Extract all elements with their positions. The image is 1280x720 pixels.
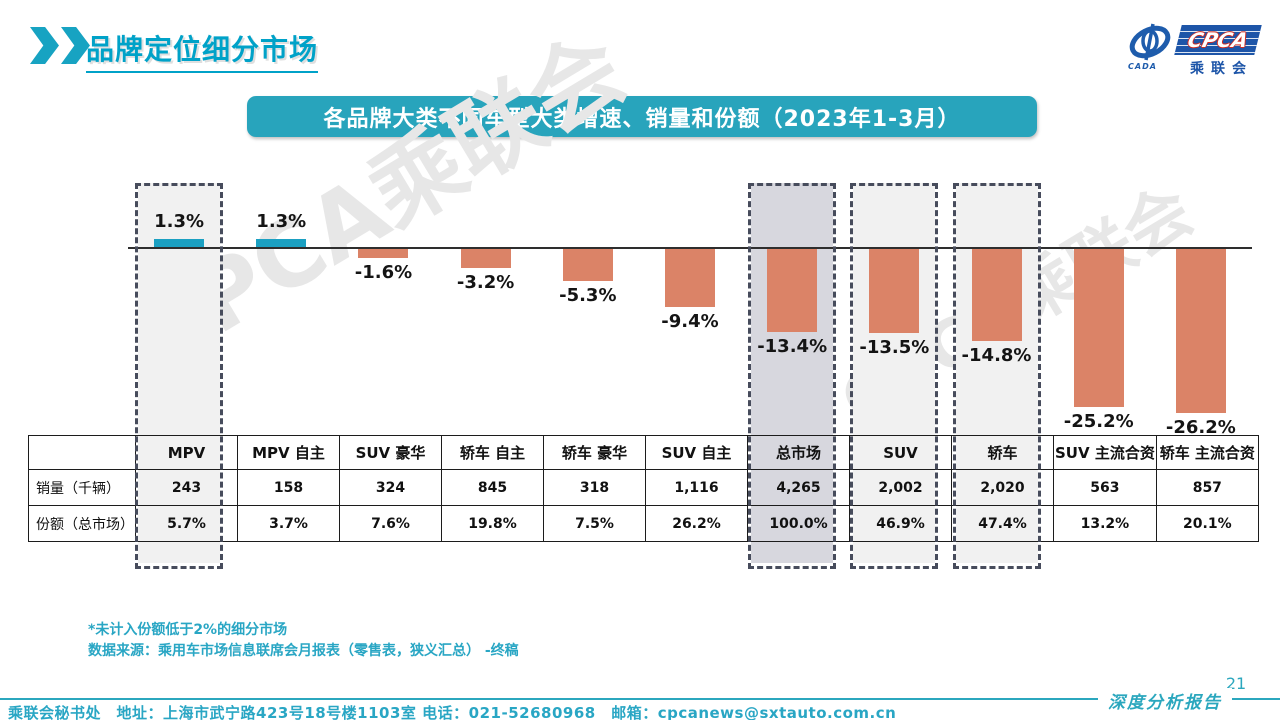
highlight-box-border	[850, 183, 939, 569]
table-cell: 563	[1053, 469, 1157, 506]
bar-10	[1175, 248, 1226, 414]
footer-contact: 乘联会秘书处 地址：上海市武宁路423号18号楼1103室 电话：021-526…	[8, 704, 897, 720]
table-col-header: SUV 主流合资	[1053, 435, 1157, 470]
data-table: MPV MPV 自主 SUV 豪华 轿车 自主 轿车 豪华 SUV 自主 总市场 SUV 轿车 S…	[28, 435, 1259, 542]
table-col-header: 轿车 主流合资	[1155, 435, 1259, 470]
table-col-header: 轿车	[951, 435, 1054, 470]
footnote-line2: 数据来源：乘用车市场信息联席会月报表（零售表，狭义汇总） -终稿	[88, 643, 519, 659]
bar-value-label: -13.4%	[757, 336, 828, 358]
report-type-label: 深度分析报告	[1098, 688, 1232, 713]
bar-value-label: -3.2%	[456, 272, 515, 294]
table-cell: 4,265	[747, 469, 850, 506]
table-cell: 324	[339, 469, 442, 506]
footnotes: *未计入份额低于2%的细分市场 数据来源：乘用车市场信息联席会月报表（零售表，狭…	[88, 620, 519, 662]
footer-divider-line	[0, 698, 1280, 700]
cpca-logo: CADA CPCA 乘联会	[1126, 20, 1262, 77]
bar-2	[358, 248, 409, 259]
bar-value-label: -9.4%	[661, 311, 719, 333]
table-col-header: SUV	[849, 435, 952, 470]
table-cell: 47.4%	[951, 505, 1054, 542]
table-corner-cell	[28, 435, 136, 470]
bar-value-label: -26.2%	[1165, 417, 1236, 439]
table-row: 销量（千辆） 243 158 324 845 318 1,116 4,265 2,002 2,02…	[28, 469, 1259, 506]
bar-value-label: 1.3%	[256, 210, 307, 232]
bar-4	[562, 248, 613, 282]
highlight-box-border	[952, 183, 1041, 569]
highlight-box-border	[135, 183, 224, 569]
table-cell: 26.2%	[645, 505, 748, 542]
table-col-header: SUV 自主	[645, 435, 748, 470]
zero-axis-line	[128, 247, 1252, 249]
cada-label: CADA	[1128, 62, 1157, 71]
bar-6	[767, 248, 818, 333]
table-cell: 7.5%	[543, 505, 646, 542]
table-col-header: 轿车 豪华	[543, 435, 646, 470]
table-cell: 845	[441, 469, 544, 506]
table-row-header: 销量（千辆）	[28, 469, 136, 506]
bar-value-label: -1.6%	[354, 262, 413, 284]
highlight-box-border	[748, 183, 837, 569]
double-chevron-icon	[30, 27, 90, 64]
table-cell: 3.7%	[237, 505, 340, 542]
table-cell: 158	[237, 469, 340, 506]
table-cell: 2,002	[849, 469, 952, 506]
table-col-header: 轿车 自主	[441, 435, 544, 470]
table-cell: 19.8%	[441, 505, 544, 542]
table-cell: 857	[1155, 469, 1259, 506]
table-cell: 318	[543, 469, 646, 506]
bar-value-label: -13.5%	[859, 337, 930, 359]
cpca-chinese-label: 乘联会	[1190, 61, 1253, 77]
bar-value-label: 1.3%	[154, 210, 205, 232]
bar-1	[256, 238, 307, 247]
footnote-line1: *未计入份额低于2%的细分市场	[88, 622, 288, 638]
chart-title-banner: 各品牌大类不同车型大类增速、销量和份额（2023年1-3月）	[247, 96, 1037, 137]
bar-5	[664, 248, 715, 308]
bar-value-label: -14.8%	[961, 345, 1032, 367]
table-row-header: 份额（总市场）	[28, 505, 136, 542]
table-cell: 7.6%	[339, 505, 442, 542]
bar-3	[460, 248, 511, 269]
table-cell: 2,020	[951, 469, 1054, 506]
cada-emblem-icon	[1129, 23, 1171, 61]
table-col-header: SUV 豪华	[339, 435, 442, 470]
data-table-wrap: MPV MPV 自主 SUV 豪华 轿车 自主 轿车 豪华 SUV 自主 总市场 SUV 轿车 S…	[28, 435, 1259, 542]
bar-7	[869, 248, 920, 334]
bar-8	[971, 248, 1022, 342]
table-col-header: MPV 自主	[237, 435, 340, 470]
bar-9	[1073, 248, 1124, 407]
table-cell: 100.0%	[747, 505, 850, 542]
page-title: 品牌定位细分市场	[86, 28, 319, 73]
table-row: 份额（总市场） 5.7% 3.7% 7.6% 19.8% 7.5% 26.2% 100.0% 4…	[28, 505, 1259, 542]
table-cell: 20.1%	[1155, 505, 1259, 542]
bar-value-label: -5.3%	[559, 285, 617, 307]
chart-title: 各品牌大类不同车型大类增速、销量和份额（2023年1-3月）	[323, 106, 961, 132]
table-cell: 13.2%	[1053, 505, 1157, 542]
table-cell: 46.9%	[849, 505, 952, 542]
bar-value-label: -25.2%	[1063, 410, 1134, 432]
table-cell: 1,116	[645, 469, 748, 506]
bar-0	[154, 238, 205, 247]
